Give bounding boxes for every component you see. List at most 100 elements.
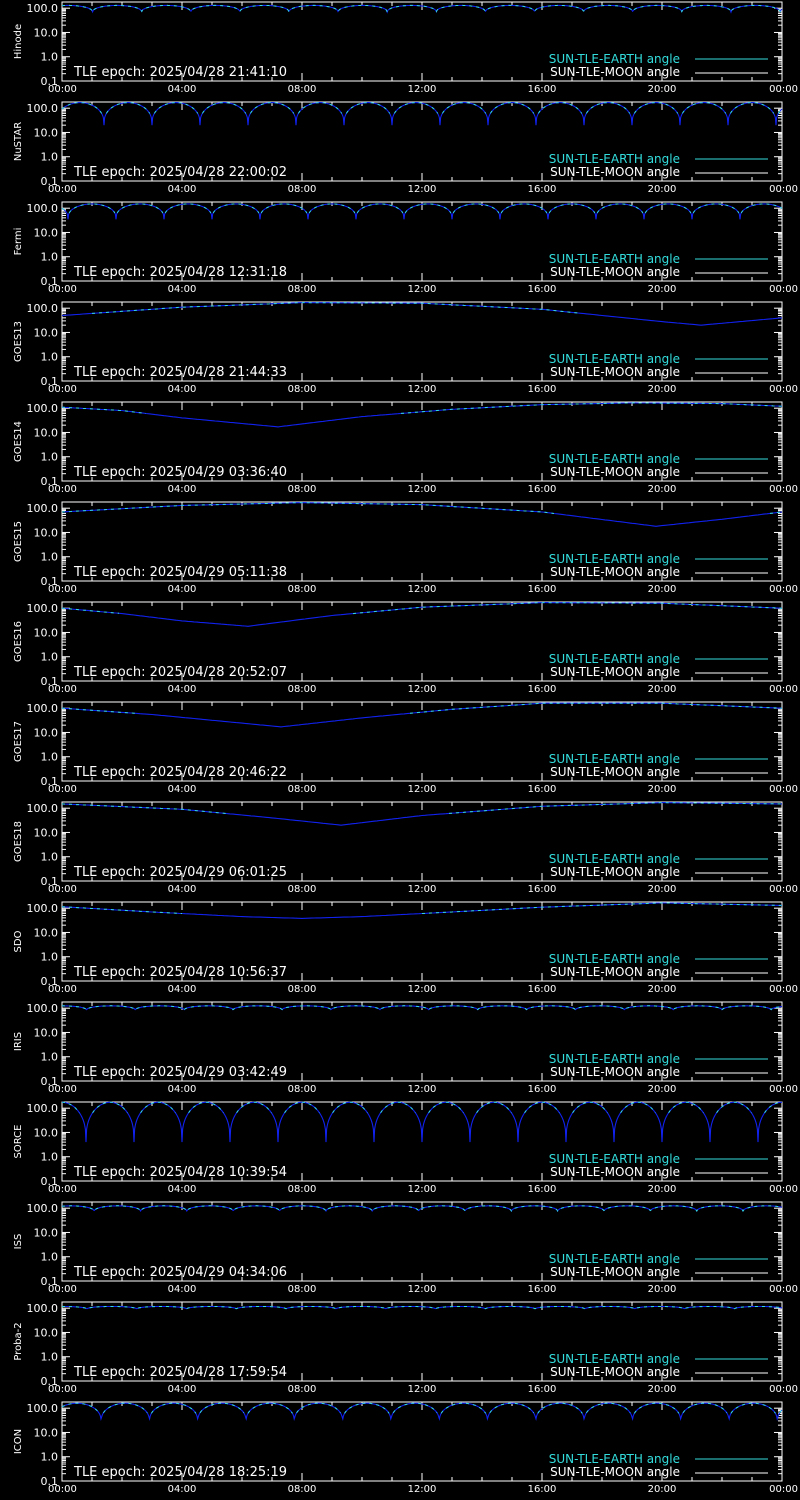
x-tick-label: 20:00 [648, 184, 677, 195]
y-tick-label: 10.0 [34, 326, 59, 339]
x-tick-label: 00:00 [769, 1384, 798, 1395]
x-tick-label: 08:00 [288, 1284, 317, 1295]
x-tick-label: 04:00 [168, 1184, 197, 1195]
x-tick-label: 04:00 [168, 1284, 197, 1295]
legend-earth-label: SUN-TLE-EARTH angle [549, 1452, 680, 1466]
x-tick-label: 00:00 [769, 384, 798, 395]
x-tick-label: 12:00 [408, 584, 437, 595]
sun-earth-angle-highlight [91, 302, 582, 314]
legend-earth-label: SUN-TLE-EARTH angle [549, 752, 680, 766]
chart-svg: 100.010.01.00.100:00 04:00 08:00 12:00 16:00… [13, 401, 798, 495]
x-tick-label: 04:00 [168, 684, 197, 695]
legend-moon-label: SUN-TLE-MOON angle [550, 1165, 680, 1179]
chart-panel-goes16: 100.0 10.0 1.0 0.1 00:00 04:00 08:00 12:00 16:00… [0, 600, 800, 700]
satellite-name-label: GOES18 [13, 821, 24, 862]
x-tick-label: 12:00 [408, 884, 437, 895]
sun-earth-angle-highlight [61, 502, 783, 514]
chart-svg: 100.010.01.00.100:00 04:00 08:00 12:00 16:00… [13, 1301, 798, 1395]
x-tick-label: 12:00 [408, 984, 437, 995]
chart-svg: 100.010.01.00.100:00 04:00 08:00 12:00 16:00… [13, 601, 798, 695]
x-tick-label: 20:00 [648, 484, 677, 495]
sun-earth-angle-line [61, 102, 783, 126]
legend-earth-label: SUN-TLE-EARTH angle [549, 1052, 680, 1066]
y-tick-label: 1.0 [41, 1051, 59, 1064]
y-tick-label: 10.0 [34, 426, 59, 439]
x-tick-label: 20:00 [648, 84, 677, 95]
y-tick-label: 100.0 [27, 702, 59, 715]
satellite-name-label: GOES17 [13, 721, 24, 762]
x-tick-label: 16:00 [528, 1384, 557, 1395]
y-tick-label: 10.0 [34, 1226, 59, 1239]
y-tick-label: 1.0 [41, 951, 59, 964]
y-tick-label: 100.0 [27, 2, 59, 15]
chart-svg: 100.010.01.00.100:00 04:00 08:00 12:00 16:00… [13, 501, 798, 595]
y-tick-label: 0.1 [41, 375, 59, 388]
tle-epoch-label: TLE epoch: 2025/04/28 18:25:19 [73, 1465, 287, 1480]
legend-moon-label: SUN-TLE-MOON angle [550, 965, 680, 979]
tle-epoch-label: TLE epoch: 2025/04/29 05:11:38 [73, 565, 287, 580]
satellite-name-label: ICON [13, 1429, 24, 1454]
x-tick-label: 00:00 [769, 984, 798, 995]
y-tick-label: 0.1 [41, 1375, 59, 1388]
x-tick-label: 20:00 [648, 1184, 677, 1195]
x-tick-label: 04:00 [168, 884, 197, 895]
x-tick-label: 04:00 [168, 284, 197, 295]
y-tick-label: 1.0 [41, 651, 59, 664]
chart-svg: 100.010.01.00.100:00 04:00 08:00 12:00 16:00… [13, 1201, 798, 1295]
legend-moon-label: SUN-TLE-MOON angle [550, 265, 680, 279]
y-tick-label: 100.0 [27, 802, 59, 815]
x-tick-label: 12:00 [408, 1484, 437, 1495]
x-tick-label: 20:00 [648, 584, 677, 595]
x-tick-label: 20:00 [648, 984, 677, 995]
y-tick-label: 1.0 [41, 1451, 59, 1464]
chart-panel-nustar: 100.0 10.0 1.0 0.1 00:00 04:00 08:00 12:00 16:00… [0, 100, 800, 200]
chart-panel-goes17: 100.0 10.0 1.0 0.1 00:00 04:00 08:00 12:00 16:00… [0, 700, 800, 800]
x-tick-label: 16:00 [528, 1084, 557, 1095]
x-tick-label: 12:00 [408, 384, 437, 395]
x-tick-label: 08:00 [288, 884, 317, 895]
satellite-name-label: GOES16 [13, 621, 24, 662]
x-tick-label: 08:00 [288, 1484, 317, 1495]
sun-earth-angle-highlight [62, 1101, 782, 1114]
y-tick-label: 100.0 [27, 1402, 59, 1415]
chart-svg: 100.010.01.00.100:00 04:00 08:00 12:00 16:00… [13, 1001, 798, 1095]
x-tick-label: 00:00 [48, 984, 77, 995]
x-tick-label: 00:00 [48, 784, 77, 795]
y-tick-label: 0.1 [41, 1175, 59, 1188]
chart-svg: 100.010.01.00.100:00 04:00 08:00 12:00 16:00… [13, 901, 798, 995]
y-tick-label: 1.0 [41, 551, 59, 564]
x-tick-label: 16:00 [528, 184, 557, 195]
legend-moon-label: SUN-TLE-MOON angle [550, 1265, 680, 1279]
y-tick-label: 1.0 [41, 151, 59, 164]
y-tick-label: 100.0 [27, 1302, 59, 1315]
chart-panel-sdo: 100.0 10.0 1.0 0.1 00:00 04:00 08:00 12:00 16:00… [0, 900, 800, 1000]
x-tick-label: 00:00 [48, 1084, 77, 1095]
chart-panel-goes13: 100.0 10.0 1.0 0.1 00:00 04:00 08:00 12:00 16:00… [0, 300, 800, 400]
x-tick-label: 08:00 [288, 584, 317, 595]
x-tick-label: 00:00 [769, 784, 798, 795]
legend-earth-label: SUN-TLE-EARTH angle [549, 652, 680, 666]
y-tick-label: 0.1 [41, 175, 59, 188]
y-tick-label: 10.0 [34, 626, 59, 639]
x-tick-label: 08:00 [288, 484, 317, 495]
x-tick-label: 16:00 [528, 84, 557, 95]
x-tick-label: 00:00 [48, 684, 77, 695]
y-tick-label: 10.0 [34, 26, 59, 39]
chart-panel-goes14: 100.0 10.0 1.0 0.1 00:00 04:00 08:00 12:00 16:00… [0, 400, 800, 500]
x-tick-label: 00:00 [48, 1484, 77, 1495]
chart-panel-iris: 100.0 10.0 1.0 0.1 00:00 04:00 08:00 12:00 16:00… [0, 1000, 800, 1100]
x-tick-label: 00:00 [769, 584, 798, 595]
x-tick-label: 08:00 [288, 1184, 317, 1195]
y-tick-label: 100.0 [27, 202, 59, 215]
x-tick-label: 16:00 [528, 584, 557, 595]
chart-svg: 100.010.01.00.100:00 04:00 08:00 12:00 16:00… [13, 101, 798, 195]
y-tick-label: 100.0 [27, 402, 59, 415]
y-tick-label: 10.0 [34, 1426, 59, 1439]
x-tick-label: 16:00 [528, 884, 557, 895]
x-tick-label: 04:00 [168, 984, 197, 995]
satellite-name-label: GOES13 [13, 321, 24, 362]
x-tick-label: 12:00 [408, 1184, 437, 1195]
x-tick-label: 00:00 [769, 484, 798, 495]
x-tick-label: 00:00 [769, 184, 798, 195]
x-tick-label: 12:00 [408, 1084, 437, 1095]
